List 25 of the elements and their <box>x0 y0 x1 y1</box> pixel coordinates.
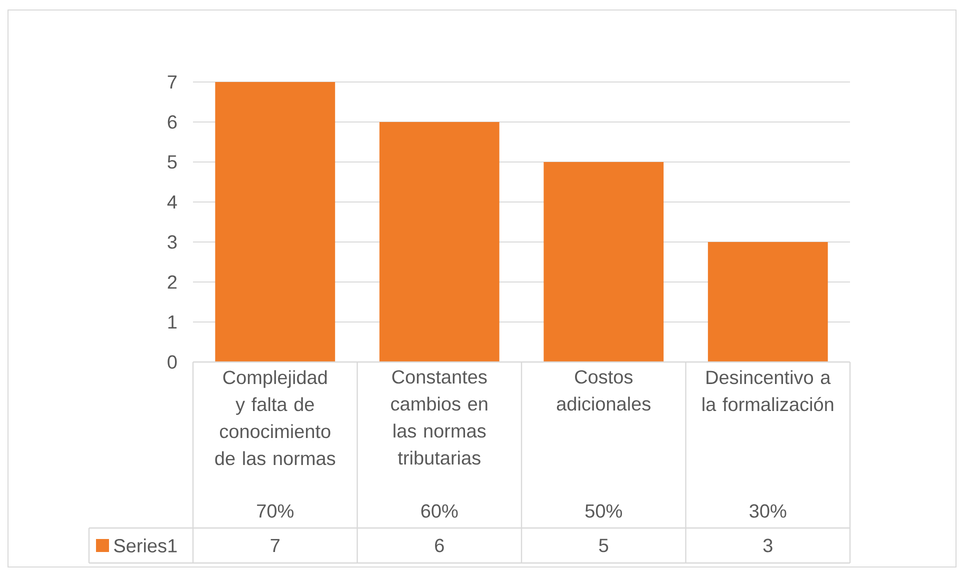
y-tick-label: 5 <box>168 155 177 169</box>
y-tick-label: 4 <box>167 195 177 209</box>
y-tick-label: 2 <box>168 275 177 289</box>
bar <box>379 122 500 362</box>
y-tick-label: 3 <box>168 235 177 249</box>
bar <box>708 242 828 362</box>
text: 70% <box>257 504 294 518</box>
y-tick-label: 7 <box>168 75 177 89</box>
data-label: 6 <box>435 538 444 552</box>
x-tick-label: Costos adicionales <box>556 370 650 411</box>
x-tick-label: Constantes cambios en las normas tributarias <box>391 370 488 465</box>
legend-label: Series1 <box>114 538 177 552</box>
bar <box>544 162 664 362</box>
y-tick-label: 1 <box>168 315 177 329</box>
bar <box>215 82 336 362</box>
data-label: 3 <box>763 538 772 552</box>
x-tick-label: Desincentivo a la formalización <box>702 370 834 412</box>
y-tick-label: 6 <box>168 115 177 129</box>
text: 60% <box>421 504 458 518</box>
x-tick-label: Complejidad y falta de conocimiento de las normas <box>215 370 336 466</box>
data-label: 5 <box>599 538 608 552</box>
data-label: 7 <box>270 538 280 552</box>
text: 50% <box>585 504 622 518</box>
text: 30% <box>750 504 786 518</box>
y-tick-label: 0 <box>168 355 177 369</box>
